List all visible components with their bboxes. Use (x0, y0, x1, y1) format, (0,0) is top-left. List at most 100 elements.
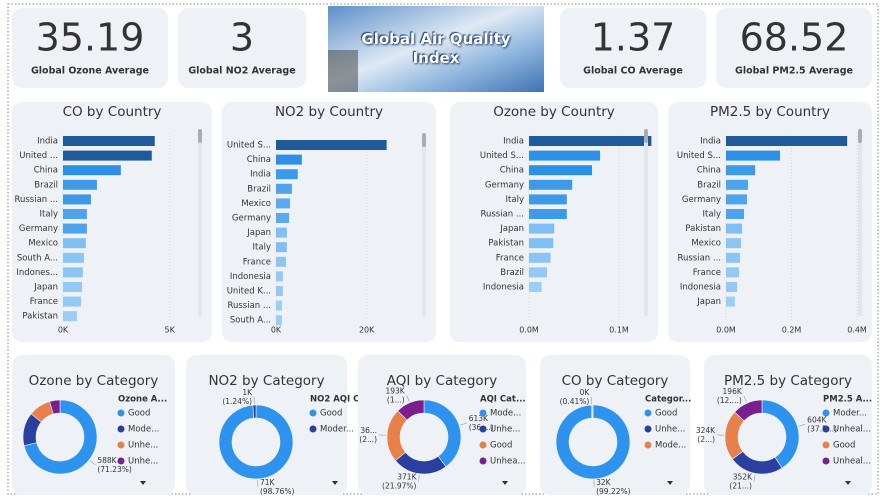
bar (63, 296, 81, 307)
x-tick-label: 0.1M (609, 326, 629, 335)
bar (276, 315, 282, 326)
legend-swatch (479, 425, 487, 433)
legend-label: Unhe... (128, 441, 158, 451)
bar (529, 150, 601, 161)
legend-label: Mode... (655, 441, 686, 451)
legend-label: Unheal... (833, 425, 871, 435)
label-leader (418, 474, 420, 482)
x-tick-label: 0.4M (847, 326, 867, 335)
y-tick-label: South A... (17, 253, 58, 263)
donut-slice (734, 399, 763, 422)
data-label: 1K (242, 388, 253, 397)
y-tick-label: United S... (677, 151, 721, 161)
bar (276, 271, 283, 282)
legend-swatch (644, 441, 652, 449)
smokestack (328, 50, 358, 92)
legend-title: Categor... (645, 395, 691, 405)
legend-label: Moder... (833, 409, 867, 419)
chart-title: PM2.5 by Country (710, 104, 830, 120)
donut-slice (218, 404, 294, 480)
bar (276, 227, 287, 238)
y-tick-label: France (30, 297, 58, 307)
legend-title: NO2 AQI C... (310, 395, 369, 405)
data-label-percent: (71.23%) (97, 465, 132, 474)
legend-scroll-arrow (845, 481, 851, 485)
x-tick-label: 0.2M (782, 326, 802, 335)
chart-title: CO by Category (562, 373, 669, 389)
bar (276, 183, 292, 194)
y-tick-label: Pakistan (685, 224, 721, 234)
bar (63, 223, 87, 234)
bar (726, 223, 743, 234)
bar (276, 256, 286, 267)
bar (276, 300, 282, 311)
card (668, 102, 872, 342)
legend-label: Unheal... (833, 457, 871, 467)
bar (529, 282, 542, 292)
y-tick-label: Brazil (34, 180, 58, 190)
legend-label: Moder... (320, 425, 354, 435)
y-tick-label: Brazil (500, 268, 524, 278)
y-tick-label: Japan (499, 224, 524, 234)
bar (63, 209, 87, 219)
bar (63, 252, 84, 263)
data-label-percent: (98.76%) (260, 487, 295, 496)
data-label: 0K (580, 388, 591, 397)
bar (726, 136, 848, 146)
y-tick-label: United ... (19, 151, 58, 161)
label-leader (89, 460, 96, 466)
bar (529, 194, 567, 205)
data-label: 588K (97, 456, 117, 465)
y-tick-label: Mexico (28, 239, 58, 249)
donut-slice (23, 399, 98, 475)
scrollbar-thumb (858, 129, 862, 143)
legend-label: Unhea... (490, 457, 526, 467)
legend-swatch (822, 441, 830, 449)
data-label: 604K (807, 415, 827, 424)
x-tick-label: 0K (271, 326, 282, 335)
bar (63, 194, 91, 205)
legend-swatch (117, 441, 125, 449)
y-tick-label: Brazil (247, 184, 271, 194)
bar (529, 165, 592, 176)
donut-slice (252, 404, 257, 419)
y-tick-label: Pakistan (22, 312, 58, 322)
x-tick-label: 20K (359, 326, 375, 335)
bar (529, 252, 551, 263)
bar (276, 169, 298, 180)
scrollbar-track (198, 129, 202, 316)
data-label-percent: (1...) (387, 395, 405, 404)
bar (63, 179, 97, 190)
bar (276, 154, 302, 165)
data-label: 613K (469, 414, 489, 423)
card (716, 8, 872, 88)
data-label: 71K (260, 478, 276, 487)
kpi-label: Global Ozone Average (31, 66, 149, 77)
y-tick-label: Italy (253, 243, 271, 253)
legend-swatch (117, 457, 125, 465)
legend-swatch (117, 409, 125, 417)
scrollbar-track (644, 129, 648, 316)
data-label-percent: (21...) (729, 481, 752, 490)
data-label: 324K (696, 426, 716, 435)
legend-swatch (309, 425, 317, 433)
header-image (328, 6, 544, 92)
label-leader (753, 474, 756, 482)
legend-title: AQI Cat... (480, 395, 526, 405)
y-tick-label: China (500, 166, 524, 176)
bar (726, 179, 748, 190)
chart-title: PM2.5 by Category (724, 373, 852, 389)
y-tick-label: Japan (696, 297, 721, 307)
chart-title: AQI by Category (387, 373, 497, 389)
label-leader (460, 422, 467, 426)
bar (726, 209, 745, 219)
bar (63, 311, 77, 322)
y-tick-label: Indones... (16, 268, 58, 278)
bar (529, 267, 547, 278)
legend-swatch (644, 409, 652, 417)
bar (276, 286, 283, 296)
bar (63, 165, 121, 176)
card (450, 102, 658, 342)
bar (276, 198, 291, 209)
data-label: 352K (733, 472, 753, 481)
